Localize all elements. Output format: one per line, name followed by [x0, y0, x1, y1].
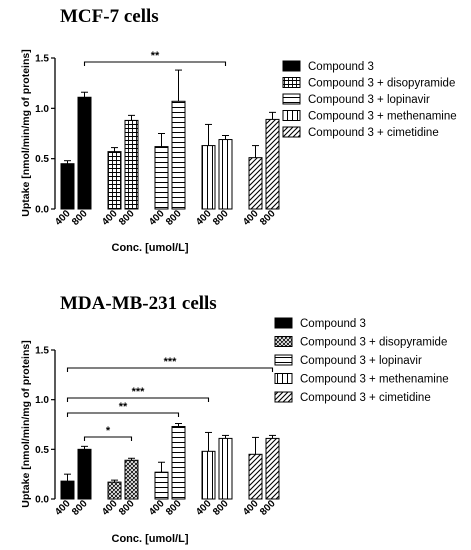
- significance-bracket: [66, 397, 210, 402]
- x-tick-label: 400: [241, 208, 261, 228]
- x-tick-label: 800: [258, 498, 278, 518]
- bar: [201, 145, 216, 210]
- significance-bracket: [83, 436, 133, 441]
- legend-label: Compound 3 + methenamine: [300, 374, 449, 386]
- significance-label: **: [119, 401, 128, 413]
- bar: [77, 96, 92, 210]
- chart-panel-mdamb231: MDA-MB-231 cells Uptake [nmol/min/mg of …: [20, 293, 449, 545]
- bar: [265, 118, 280, 210]
- y-tick-label: 1.5: [35, 54, 49, 65]
- x-tick-label: 800: [164, 208, 184, 228]
- significance-label: *: [106, 425, 111, 437]
- significance-bracket: [66, 367, 274, 372]
- y-tick-label: 0.0: [35, 205, 49, 216]
- y-tick-label: 0.0: [35, 495, 49, 506]
- y-axis-label: Uptake [nmol/min/mg of proteins]: [20, 49, 32, 216]
- bar: [60, 163, 75, 210]
- y-tick-label: 1.0: [35, 104, 49, 115]
- legend-swatch: [274, 391, 293, 403]
- bar: [124, 459, 139, 500]
- bar: [107, 481, 122, 500]
- x-tick-label: 800: [117, 208, 137, 228]
- legend-label: Compound 3: [308, 61, 374, 73]
- bar: [171, 425, 186, 500]
- significance-label: **: [151, 50, 160, 62]
- legend-swatch: [282, 77, 301, 88]
- legend-swatch: [282, 60, 301, 72]
- y-tick-label: 1.5: [35, 346, 49, 357]
- chart-title: MCF-7 cells: [60, 6, 159, 27]
- legend-label: Compound 3 + cimetidine: [300, 392, 431, 404]
- chart-panel-mcf7: MCF-7 cells Uptake [nmol/min/mg of prote…: [20, 6, 457, 254]
- significance-label: ***: [132, 386, 146, 398]
- legend-swatch: [274, 354, 293, 366]
- bar: [265, 437, 280, 500]
- legend-label: Compound 3 + disopyramide: [308, 78, 455, 90]
- legend-swatch: [282, 93, 301, 105]
- y-tick-label: 1.0: [35, 395, 49, 406]
- bar: [218, 437, 233, 500]
- bar: [107, 151, 122, 210]
- chart-title: MDA-MB-231 cells: [60, 293, 217, 314]
- x-tick-label: 400: [194, 498, 214, 518]
- legend-swatch: [274, 317, 293, 329]
- x-tick-label: 400: [100, 498, 120, 518]
- bar: [77, 448, 92, 500]
- bar: [60, 480, 75, 500]
- y-axis-label: Uptake [nmol/min/mg of proteins]: [20, 340, 32, 507]
- x-tick-label: 400: [147, 208, 167, 228]
- bar: [154, 146, 169, 210]
- legend-swatch: [274, 336, 293, 347]
- significance-bracket: [66, 412, 180, 417]
- legend-label: Compound 3 + lopinavir: [308, 94, 430, 106]
- bar: [248, 453, 263, 500]
- x-tick-label: 400: [194, 208, 214, 228]
- x-tick-label: 400: [100, 208, 120, 228]
- legend-swatch: [282, 126, 301, 138]
- x-tick-label: 800: [70, 498, 90, 518]
- x-tick-label: 400: [53, 498, 73, 518]
- legend-label: Compound 3 + methenamine: [308, 111, 457, 123]
- legend-label: Compound 3 + disopyramide: [300, 337, 447, 349]
- x-tick-label: 800: [211, 498, 231, 518]
- bar: [218, 139, 233, 210]
- legend-label: Compound 3: [300, 318, 366, 330]
- significance-label: ***: [164, 356, 178, 368]
- y-tick-label: 0.5: [35, 445, 49, 456]
- x-tick-label: 800: [117, 498, 137, 518]
- legend-swatch: [274, 373, 293, 384]
- bar: [201, 450, 216, 500]
- x-tick-label: 800: [70, 208, 90, 228]
- bar: [171, 100, 186, 210]
- y-tick-label: 0.5: [35, 154, 49, 165]
- x-tick-label: 800: [258, 208, 278, 228]
- x-tick-label: 800: [164, 498, 184, 518]
- x-axis-label: Conc. [umol/L]: [112, 242, 189, 254]
- significance-bracket: [83, 61, 227, 66]
- legend-label: Compound 3 + lopinavir: [300, 355, 422, 367]
- bar: [248, 157, 263, 210]
- legend-swatch: [282, 110, 301, 121]
- bar: [124, 119, 139, 210]
- x-axis-label: Conc. [umol/L]: [112, 533, 189, 545]
- legend-label: Compound 3 + cimetidine: [308, 127, 439, 139]
- bar: [154, 471, 169, 500]
- x-tick-label: 400: [53, 208, 73, 228]
- x-tick-label: 400: [147, 498, 167, 518]
- x-tick-label: 800: [211, 208, 231, 228]
- x-tick-label: 400: [241, 498, 261, 518]
